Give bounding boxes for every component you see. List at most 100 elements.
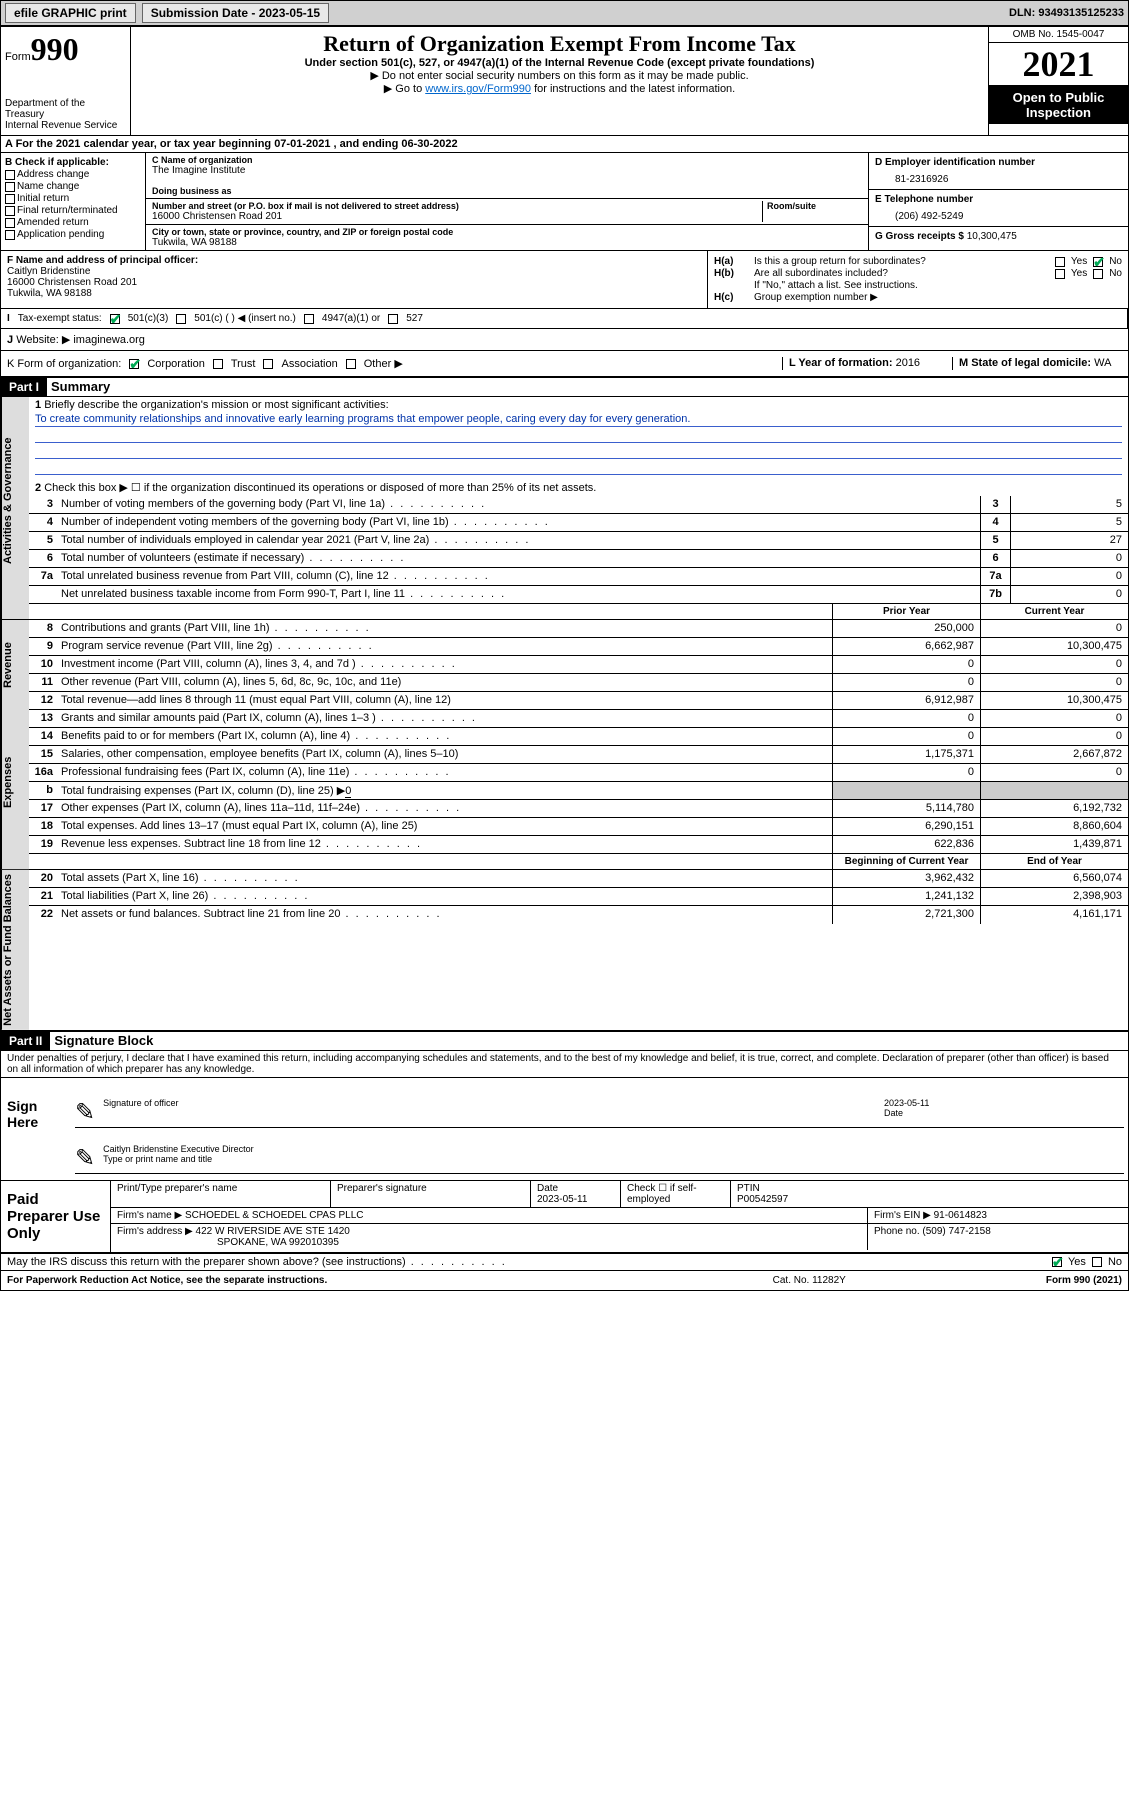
line-2: 2 Check this box ▶ ☐ if the organization… <box>29 479 1128 496</box>
chk-association[interactable] <box>263 359 273 369</box>
p16a: 0 <box>832 764 980 781</box>
c22: 4,161,171 <box>980 906 1128 924</box>
chk-app-pending[interactable] <box>5 230 15 240</box>
dln-label: DLN: 93493135125233 <box>1009 7 1124 19</box>
chk-other[interactable] <box>346 359 356 369</box>
part1-header: Part ISummary <box>1 378 1128 397</box>
chk-hb-no[interactable] <box>1093 269 1103 279</box>
sign-date: 2023-05-11 <box>884 1098 929 1108</box>
officer-name: Caitlyn Bridenstine <box>7 266 701 277</box>
chk-corporation[interactable] <box>129 359 139 369</box>
col-d-ein-tel: D Employer identification number 81-2316… <box>868 153 1128 250</box>
expenses-block: Expenses 13Grants and similar amounts pa… <box>1 710 1128 854</box>
form-ref: Form 990 (2021) <box>1046 1275 1122 1286</box>
chk-name-change[interactable] <box>5 182 15 192</box>
fundraising-val: 0 <box>345 785 351 798</box>
chk-initial-return[interactable] <box>5 194 15 204</box>
row-i-status-h: ITax-exempt status: 501(c)(3) 501(c) ( )… <box>1 309 1128 329</box>
officer-addr1: 16000 Christensen Road 201 <box>7 277 701 288</box>
d-ein: D Employer identification number 81-2316… <box>869 153 1128 190</box>
firm-name: SCHOEDEL & SCHOEDEL CPAS PLLC <box>185 1210 364 1221</box>
firm-addr2: SPOKANE, WA 992010395 <box>117 1237 339 1248</box>
firm-phone: (509) 747-2158 <box>922 1226 990 1237</box>
part2-header: Part IISignature Block <box>1 1032 1128 1051</box>
chk-527[interactable] <box>388 314 398 324</box>
val-7b: 0 <box>1010 586 1128 603</box>
col-b-checkboxes: B Check if applicable: Address change Na… <box>1 153 146 250</box>
chk-4947[interactable] <box>304 314 314 324</box>
chk-discuss-yes[interactable] <box>1052 1257 1062 1267</box>
p9: 6,662,987 <box>832 638 980 655</box>
chk-501c[interactable] <box>176 314 186 324</box>
vtab-revenue: Revenue <box>1 620 29 710</box>
cat-no: Cat. No. 11282Y <box>773 1275 846 1286</box>
p20: 3,962,432 <box>832 870 980 887</box>
p15: 1,175,371 <box>832 746 980 763</box>
c19: 1,439,871 <box>980 836 1128 853</box>
p8: 250,000 <box>832 620 980 637</box>
row-f-h: F Name and address of principal officer:… <box>1 251 1128 309</box>
chk-amended-return[interactable] <box>5 218 15 228</box>
d-gross: G Gross receipts $ 10,300,475 <box>869 227 1128 246</box>
efile-print-button[interactable]: efile GRAPHIC print <box>5 3 136 23</box>
chk-501c3[interactable] <box>110 314 120 324</box>
gross-receipts: 10,300,475 <box>967 231 1017 242</box>
val-5: 27 <box>1010 532 1128 549</box>
p11: 0 <box>832 674 980 691</box>
ein-value: 81-2316926 <box>875 174 1122 185</box>
website-value: imaginewa.org <box>73 334 145 346</box>
chk-ha-yes[interactable] <box>1055 257 1065 267</box>
col-c-org-info: C Name of organization The Imagine Insti… <box>146 153 868 250</box>
form-number: 990 <box>31 31 79 67</box>
chk-final-return[interactable] <box>5 206 15 216</box>
form-990-page: Form990 Department of the Treasury Inter… <box>0 26 1129 1291</box>
chk-hb-yes[interactable] <box>1055 269 1065 279</box>
c18: 8,860,604 <box>980 818 1128 835</box>
prior-current-header: Prior Year Current Year <box>1 604 1128 620</box>
header-right: OMB No. 1545-0047 2021 Open to Public In… <box>988 27 1128 135</box>
pen-icon: ✎ <box>75 1144 95 1173</box>
officer-signature-line[interactable]: ✎ Signature of officer 2023-05-11Date <box>75 1084 1124 1128</box>
mission-text: To create community relationships and in… <box>35 413 1122 427</box>
org-street: 16000 Christensen Road 201 <box>152 211 762 222</box>
open-inspection: Open to Public Inspection <box>989 86 1128 124</box>
chk-discuss-no[interactable] <box>1092 1257 1102 1267</box>
sign-here-label: Sign Here <box>1 1078 71 1180</box>
chk-address-change[interactable] <box>5 170 15 180</box>
c8: 0 <box>980 620 1128 637</box>
may-discuss-row: May the IRS discuss this return with the… <box>1 1254 1128 1270</box>
tel-value: (206) 492-5249 <box>875 211 1122 222</box>
org-name: The Imagine Institute <box>152 165 862 176</box>
year-formation: 2016 <box>896 357 920 369</box>
footer-row: For Paperwork Reduction Act Notice, see … <box>1 1270 1128 1290</box>
goto-note: ▶ Go to www.irs.gov/Form990 for instruct… <box>137 82 982 95</box>
section-bcd: B Check if applicable: Address change Na… <box>1 153 1128 251</box>
form-word: Form <box>5 51 31 63</box>
val-7a: 0 <box>1010 568 1128 585</box>
paid-preparer-label: Paid Preparer Use Only <box>1 1181 111 1252</box>
form990-link[interactable]: www.irs.gov/Form990 <box>425 83 531 95</box>
signed-name: Caitlyn Bridenstine Executive Director <box>103 1144 254 1154</box>
org-city: Tukwila, WA 98188 <box>152 237 862 248</box>
prep-date: 2023-05-11 <box>537 1194 587 1205</box>
c10: 0 <box>980 656 1128 673</box>
firm-addr1: 422 W RIVERSIDE AVE STE 1420 <box>196 1226 350 1237</box>
chk-ha-no[interactable] <box>1093 257 1103 267</box>
sign-here-block: Sign Here ✎ Signature of officer 2023-05… <box>1 1078 1128 1181</box>
activities-governance-block: Activities & Governance 1 Briefly descri… <box>1 397 1128 604</box>
officer-addr2: Tukwila, WA 98188 <box>7 288 701 299</box>
c-city-block: City or town, state or province, country… <box>146 225 868 250</box>
chk-trust[interactable] <box>213 359 223 369</box>
ptin: P00542597 <box>737 1194 788 1205</box>
paperwork-notice: For Paperwork Reduction Act Notice, see … <box>7 1275 327 1286</box>
tax-year: 2021 <box>989 43 1128 86</box>
c11: 0 <box>980 674 1128 691</box>
c15: 2,667,872 <box>980 746 1128 763</box>
officer-name-line: ✎ Caitlyn Bridenstine Executive Director… <box>75 1130 1124 1174</box>
header-mid: Return of Organization Exempt From Incom… <box>131 27 988 135</box>
p12: 6,912,987 <box>832 692 980 709</box>
irs-label: Internal Revenue Service <box>5 120 126 131</box>
p10: 0 <box>832 656 980 673</box>
b-header: B Check if applicable: <box>5 157 141 168</box>
form-title: Return of Organization Exempt From Incom… <box>137 31 982 57</box>
